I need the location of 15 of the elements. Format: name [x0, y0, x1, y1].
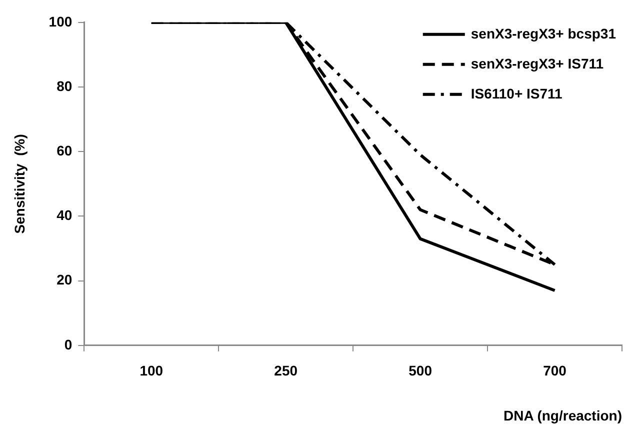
y-tick-label: 40: [56, 207, 72, 224]
y-tick-label: 60: [56, 142, 72, 158]
legend-label: senX3-regX3+ bcsp31: [470, 25, 616, 42]
y-tick-label: 100: [48, 13, 72, 30]
legend-label: senX3-regX3+ IS711: [470, 55, 604, 72]
y-axis-title: Sensitivity (%): [11, 134, 28, 234]
y-tick-label: 20: [56, 272, 72, 288]
x-tick-label: 250: [274, 362, 298, 379]
y-tick-label: 80: [56, 78, 72, 94]
y-tick-label: 0: [64, 336, 72, 352]
x-axis-title: DNA (ng/reaction): [504, 407, 622, 424]
x-tick-label: 700: [543, 362, 567, 379]
legend-label: IS6110+ IS711: [470, 85, 563, 102]
x-tick-label: 100: [140, 362, 164, 379]
x-tick-label: 500: [408, 362, 432, 379]
